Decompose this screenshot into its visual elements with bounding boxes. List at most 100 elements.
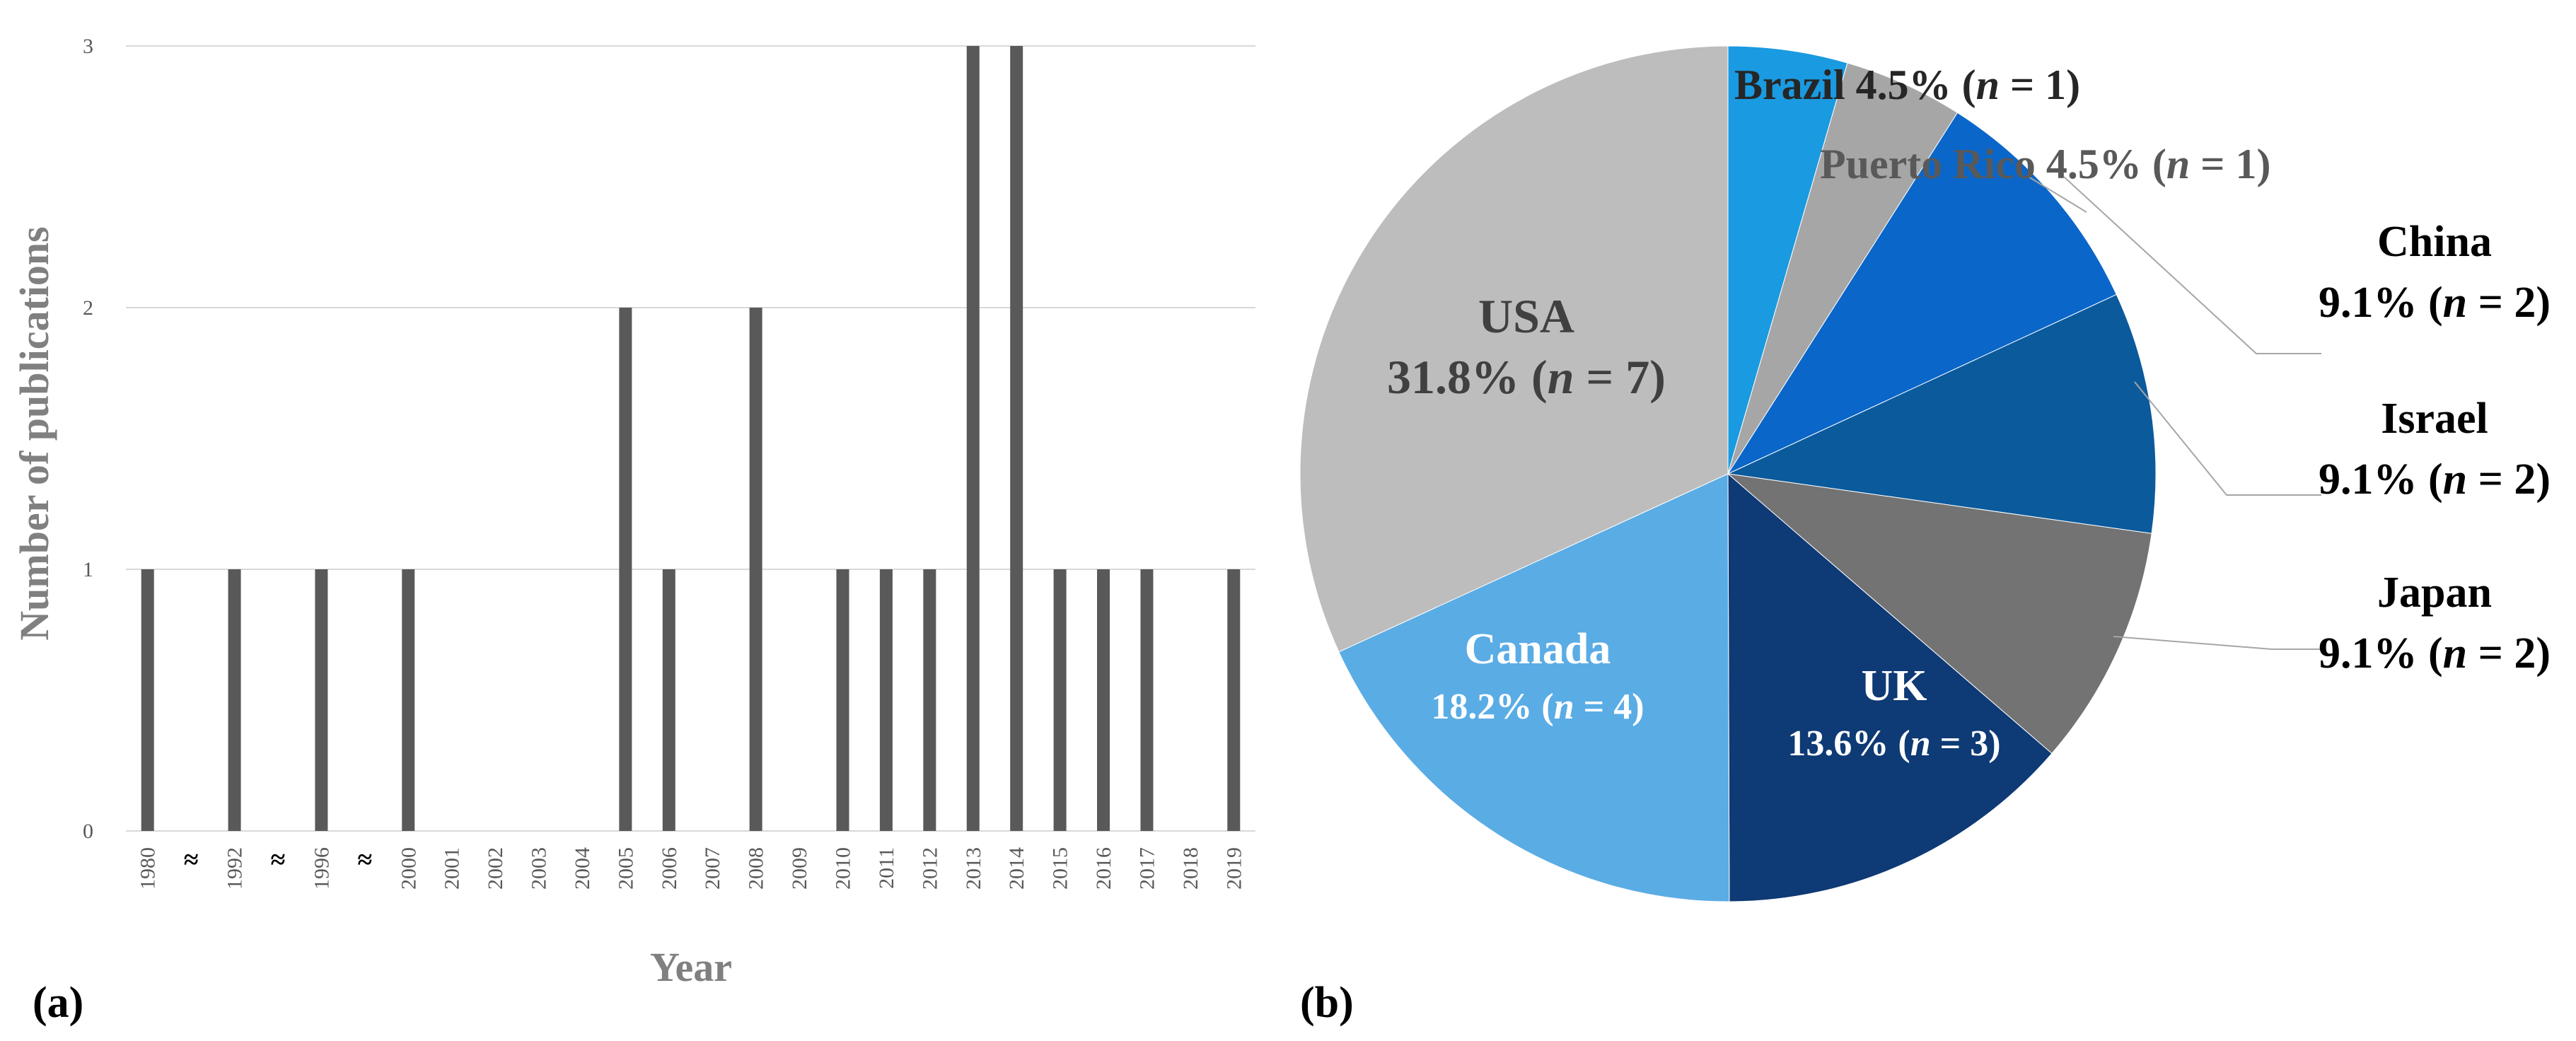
slice-label-part: n bbox=[1976, 62, 2000, 108]
slice-name: China bbox=[2377, 218, 2492, 266]
leader-lines bbox=[2028, 176, 2321, 650]
slice-value-part: n bbox=[2443, 629, 2467, 677]
y-tick-label: 2 bbox=[83, 296, 93, 320]
x-tick-label: 2010 bbox=[831, 847, 854, 890]
slice-value-part: = 2) bbox=[2467, 629, 2551, 677]
pie-slice-usa bbox=[1299, 45, 1729, 653]
x-tick-label: 2005 bbox=[614, 847, 637, 890]
bar bbox=[879, 569, 893, 831]
slice-value: 31.8% (n = 7) bbox=[1387, 350, 1666, 404]
x-tick-label: 2003 bbox=[528, 847, 551, 890]
bar bbox=[1053, 569, 1067, 831]
slice-value-part: 9.1% ( bbox=[2319, 629, 2443, 677]
slice-label: Brazil 4.5% (n = 1) bbox=[1734, 62, 2080, 108]
slice-value: 9.1% (n = 2) bbox=[2319, 629, 2551, 677]
slice-value-part: = 2) bbox=[2467, 279, 2551, 327]
leader-line bbox=[2134, 381, 2321, 496]
bar bbox=[315, 569, 328, 831]
x-tick-label: 2000 bbox=[397, 847, 420, 890]
bar bbox=[966, 46, 980, 831]
pie-slice-israel bbox=[1727, 293, 2157, 534]
bar bbox=[141, 569, 154, 831]
bar bbox=[836, 569, 849, 831]
x-tick-label: 2002 bbox=[484, 847, 507, 890]
panel-label-b: (b) bbox=[1300, 979, 1354, 1027]
slice-value: 9.1% (n = 2) bbox=[2319, 279, 2551, 327]
y-tick-label: 3 bbox=[83, 35, 93, 58]
pie-slice-canada bbox=[1338, 473, 1730, 902]
slice-value-part: = 7) bbox=[1574, 350, 1666, 404]
slice-value: 13.6% (n = 3) bbox=[1787, 723, 2000, 764]
slice-label-part: = 1) bbox=[2190, 141, 2270, 187]
bar bbox=[662, 569, 675, 831]
bar bbox=[749, 308, 762, 831]
x-tick-label: 2015 bbox=[1049, 847, 1072, 890]
gridlines bbox=[126, 45, 1255, 832]
slice-value: 9.1% (n = 2) bbox=[2319, 455, 2551, 504]
x-tick-label: 2006 bbox=[658, 847, 681, 890]
bar bbox=[228, 569, 241, 831]
bar bbox=[1097, 569, 1110, 831]
axis-break-mark: ≈ bbox=[271, 845, 286, 875]
bar bbox=[1227, 569, 1241, 831]
slice-name: Canada bbox=[1465, 625, 1611, 673]
x-tick-label: 2009 bbox=[788, 847, 811, 890]
panel-label-a: (a) bbox=[33, 979, 83, 1027]
slice-name: USA bbox=[1478, 289, 1574, 343]
slice-value-part: 13.6% ( bbox=[1787, 723, 1910, 764]
slice-labels: Brazil 4.5% (n = 1)Puerto Rico 4.5% (n =… bbox=[1387, 62, 2551, 764]
bar bbox=[1010, 46, 1023, 831]
pie-slice-japan bbox=[1727, 473, 2152, 755]
y-tick-label: 0 bbox=[83, 820, 93, 843]
axis-break-mark: ≈ bbox=[357, 845, 372, 875]
slice-value-part: = 4) bbox=[1574, 687, 1644, 727]
x-tick-label: 1980 bbox=[137, 847, 160, 890]
bar bbox=[923, 569, 936, 831]
x-tick-label: 2007 bbox=[701, 847, 724, 890]
bars bbox=[141, 46, 1241, 831]
x-axis-title: Year bbox=[650, 944, 732, 990]
pie-slice-china bbox=[1727, 112, 2117, 475]
slice-name: Japan bbox=[2377, 569, 2492, 617]
slice-value: 18.2% (n = 4) bbox=[1431, 687, 1644, 727]
slice-value-part: n bbox=[2443, 279, 2467, 327]
slice-value-part: 18.2% ( bbox=[1431, 687, 1553, 727]
leader-line bbox=[2113, 636, 2321, 650]
leader-line bbox=[2028, 176, 2087, 213]
x-tick-label: 2016 bbox=[1092, 847, 1115, 890]
bar bbox=[619, 308, 632, 831]
slice-label-part: n bbox=[2166, 141, 2190, 187]
y-tick-labels: 0 1 2 3 bbox=[83, 35, 93, 843]
x-tick-label: 2017 bbox=[1135, 847, 1159, 890]
x-tick-label: 1992 bbox=[224, 847, 247, 890]
slice-value-part: 9.1% ( bbox=[2319, 455, 2443, 504]
x-tick-label: 2019 bbox=[1222, 847, 1246, 890]
slice-label-part: = 1) bbox=[2000, 62, 2080, 108]
axis-break-mark: ≈ bbox=[184, 845, 199, 875]
x-tick-label: 2001 bbox=[441, 847, 464, 890]
slice-value-part: 31.8% ( bbox=[1387, 350, 1548, 404]
x-tick-labels: 1980 ≈1992 ≈1996 ≈2000 2001 2002 2003 2004 2005 2… bbox=[137, 845, 1246, 890]
slice-name: Israel bbox=[2381, 395, 2488, 443]
x-tick-label: 2008 bbox=[745, 847, 768, 890]
slice-value-part: = 3) bbox=[1931, 723, 2001, 764]
slice-value-part: n bbox=[1910, 723, 1931, 764]
slice-name: UK bbox=[1862, 662, 1927, 710]
x-tick-label: 2013 bbox=[962, 847, 985, 890]
y-axis-title: Number of publications bbox=[11, 226, 57, 640]
slice-label-part: Brazil 4.5% ( bbox=[1734, 62, 1976, 108]
x-tick-label: 1996 bbox=[310, 847, 333, 890]
x-tick-label: 2011 bbox=[875, 847, 898, 889]
pie-chart-panel: Brazil 4.5% (n = 1)Puerto Rico 4.5% (n =… bbox=[1299, 45, 2551, 1027]
slice-value-part: n bbox=[1554, 687, 1574, 727]
pie-slice-uk bbox=[1727, 472, 2053, 902]
slice-value-part: 9.1% ( bbox=[2319, 279, 2443, 327]
x-tick-label: 2004 bbox=[571, 847, 594, 890]
x-tick-label: 2018 bbox=[1179, 847, 1202, 890]
slice-label-part: Puerto Rico 4.5% ( bbox=[1820, 141, 2166, 187]
leader-line bbox=[2063, 176, 2321, 354]
x-tick-label: 2014 bbox=[1005, 847, 1028, 890]
pie-slice-brazil bbox=[1727, 45, 1848, 475]
slice-value-part: n bbox=[2443, 455, 2467, 504]
